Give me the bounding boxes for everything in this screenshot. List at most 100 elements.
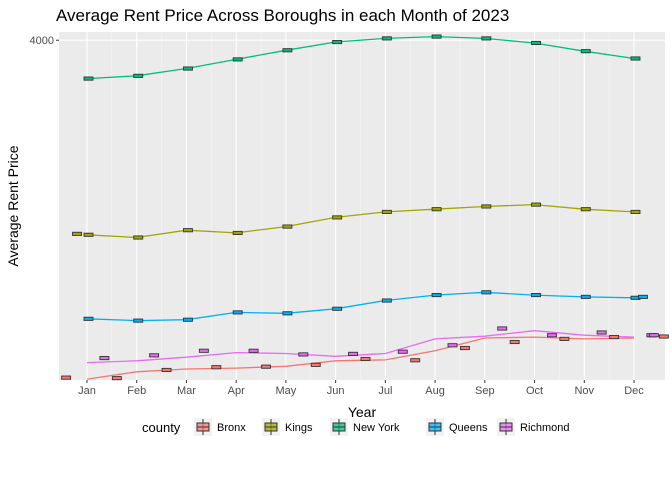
box-mark-bronx [360, 356, 371, 362]
x-tick-label: Mar [177, 385, 196, 397]
box-mark-richmond [248, 348, 259, 353]
box-mark-new-york [182, 66, 193, 71]
x-tick-label: Jun [327, 385, 345, 397]
series-line-new-york [86, 35, 635, 80]
box-mark-richmond [596, 330, 607, 335]
x-axis-title: Year [348, 404, 377, 420]
x-axis: Jan Feb Mar Apr May Jun Jul Aug Sep Oct Nov Dec [78, 380, 644, 397]
box-mark-kings [72, 231, 83, 236]
series-line-kings [86, 203, 635, 239]
box-mark-bronx [310, 362, 321, 367]
legend-title: county [142, 420, 181, 435]
box-mark-kings [531, 202, 541, 207]
box-mark-kings [381, 209, 392, 214]
box-mark-richmond [648, 333, 659, 338]
box-mark-new-york [232, 57, 243, 62]
box-mark-kings [332, 215, 343, 220]
box-mark-queens [638, 294, 648, 299]
box-mark-richmond [497, 326, 508, 331]
y-axis-title: Average Rent Price [5, 145, 21, 266]
grid-lines [59, 32, 665, 380]
box-mark-kings [133, 235, 144, 240]
box-mark-queens [83, 316, 94, 321]
x-tick-label: Nov [574, 385, 594, 397]
box-mark-queens [232, 310, 243, 315]
x-tick-label: Jul [378, 385, 392, 397]
x-tick-label: May [276, 385, 297, 397]
legend-label-kings: Kings [285, 422, 313, 434]
y-axis: 4000 [30, 35, 59, 47]
box-mark-kings [232, 230, 243, 235]
box-mark-kings [630, 209, 641, 214]
y-tick-label: 4000 [30, 35, 54, 47]
x-tick-label: Feb [127, 385, 146, 397]
x-tick-label: Sep [475, 385, 495, 397]
legend-label-new-york: New York [353, 422, 400, 434]
box-mark-new-york [531, 40, 541, 46]
box-mark-new-york [630, 56, 641, 61]
box-mark-queens [182, 317, 193, 322]
box-mark-queens [381, 298, 392, 303]
box-mark-kings [431, 207, 442, 212]
box-mark-bronx [609, 335, 620, 340]
chart-title: Average Rent Price Across Boroughs in ea… [56, 6, 509, 25]
box-mark-bronx [211, 365, 222, 370]
box-mark-bronx [658, 334, 669, 339]
box-mark-kings [481, 204, 492, 209]
series-line-bronx [86, 336, 635, 380]
legend-label-queens: Queens [449, 422, 488, 434]
box-mark-kings [83, 232, 94, 237]
box-mark-queens [531, 293, 541, 298]
box-mark-queens [580, 294, 591, 299]
series-line-richmond [86, 330, 635, 364]
box-mark-new-york [431, 34, 442, 39]
box-mark-kings [182, 228, 193, 233]
box-mark-new-york [83, 76, 94, 81]
box-mark-richmond [348, 351, 358, 356]
box-mark-kings [580, 207, 591, 212]
series-line-queens [86, 291, 635, 322]
box-mark-bronx [61, 375, 72, 380]
box-marks [61, 34, 669, 381]
x-tick-label: Aug [425, 385, 445, 397]
box-mark-bronx [559, 336, 570, 341]
box-mark-kings [282, 224, 293, 229]
legend: county Bronx Kings New York Queens Richmond [142, 418, 570, 436]
box-mark-richmond [547, 333, 557, 338]
box-mark-richmond [198, 348, 209, 353]
legend-key-new-york [330, 418, 348, 436]
plot-panel [59, 32, 665, 380]
legend-key-bronx [194, 418, 212, 436]
box-mark-new-york [332, 39, 343, 45]
box-mark-richmond [99, 356, 110, 361]
box-mark-richmond [298, 352, 309, 357]
box-mark-bronx [111, 376, 122, 381]
legend-key-richmond [497, 418, 515, 436]
box-mark-bronx [459, 345, 470, 351]
box-mark-new-york [282, 48, 293, 53]
x-tick-label: Dec [624, 385, 644, 397]
box-mark-queens [431, 293, 442, 298]
box-mark-queens [481, 290, 492, 295]
box-mark-queens [332, 306, 343, 311]
box-mark-richmond [397, 349, 408, 354]
legend-key-queens [426, 418, 444, 436]
box-mark-new-york [580, 49, 591, 54]
box-mark-queens [282, 311, 293, 316]
box-mark-bronx [509, 339, 520, 345]
legend-label-bronx: Bronx [217, 422, 246, 434]
box-mark-bronx [161, 367, 172, 373]
box-mark-queens [133, 318, 144, 323]
box-mark-bronx [261, 364, 271, 369]
box-mark-bronx [410, 358, 421, 363]
legend-label-richmond: Richmond [520, 422, 570, 434]
x-tick-label: Oct [526, 385, 543, 397]
legend-key-kings [262, 418, 280, 436]
x-tick-label: Apr [228, 385, 245, 397]
box-mark-richmond [447, 343, 458, 348]
box-mark-new-york [381, 36, 392, 41]
x-tick-label: Jan [78, 385, 96, 397]
box-mark-richmond [149, 353, 160, 358]
series-lines [86, 35, 635, 380]
